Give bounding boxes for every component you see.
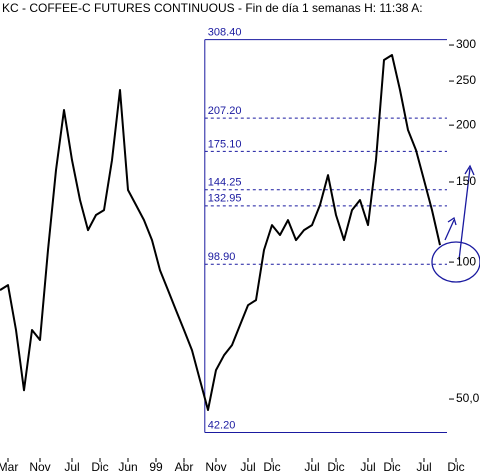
y-tick-label: 300 <box>456 37 476 51</box>
fib-label: 98.90 <box>208 251 236 263</box>
x-tick-label: Nov <box>29 460 50 474</box>
x-tick-label: Jul <box>304 460 319 474</box>
x-tick-label: Dic <box>327 460 344 474</box>
x-tick-label: 99 <box>149 460 163 474</box>
x-tick-label: Jul <box>416 460 431 474</box>
y-tick-label: 50,0 <box>456 391 480 405</box>
x-tick-label: Jul <box>240 460 255 474</box>
y-tick-label: 250 <box>456 73 476 87</box>
y-tick-label: 150 <box>456 174 476 188</box>
annotation <box>431 164 480 283</box>
fib-label: 175.10 <box>208 138 242 150</box>
fib-label: 144.25 <box>208 177 242 189</box>
y-tick-label: 100 <box>456 254 476 268</box>
chart-title: KC - COFFEE-C FUTURES CONTINUOUS - Fin d… <box>2 1 423 15</box>
x-tick-label: Dic <box>447 460 464 474</box>
x-tick-label: Jun <box>118 460 137 474</box>
fib-label: 207.20 <box>208 105 242 117</box>
x-tick-label: Jul <box>360 460 375 474</box>
fib-label: 308.40 <box>208 26 242 38</box>
x-tick-label: Dic <box>383 460 400 474</box>
x-tick-label: Mar <box>0 460 18 474</box>
fib-label: 132.95 <box>208 193 242 205</box>
x-tick-label: Dic <box>263 460 280 474</box>
x-tick-label: Jul <box>64 460 79 474</box>
y-tick-label: 200 <box>456 117 476 131</box>
price-line <box>0 54 441 411</box>
fib-label: 42.20 <box>208 419 236 431</box>
x-tick-label: Abr <box>175 460 194 474</box>
x-tick-label: Nov <box>205 460 226 474</box>
x-tick-label: Dic <box>91 460 108 474</box>
